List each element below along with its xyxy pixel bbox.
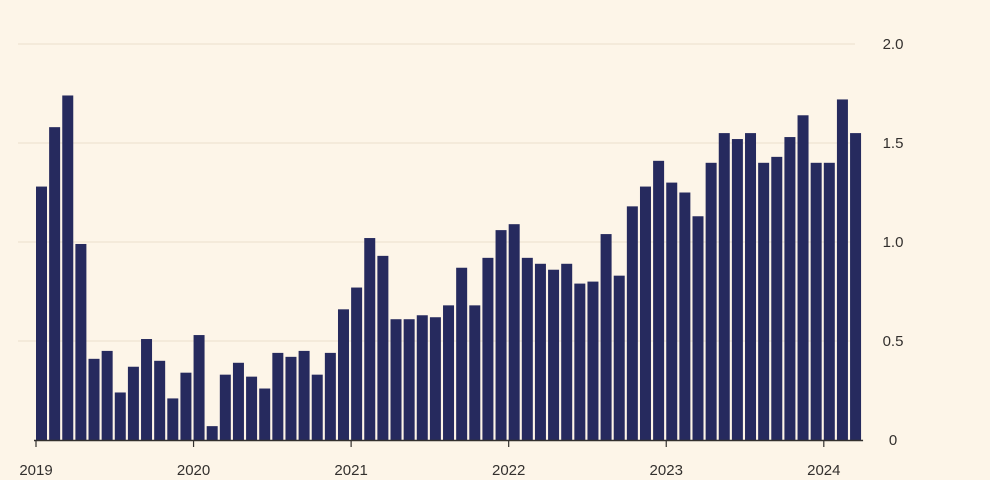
bar <box>521 257 533 440</box>
bar <box>587 281 599 440</box>
bar <box>259 388 271 440</box>
bar <box>692 216 704 440</box>
x-axis-ticks: 2019 2020 2021 2022 2023 2024 <box>19 440 840 479</box>
x-tick-label: 2022 <box>492 462 525 479</box>
bar <box>324 352 336 440</box>
bar <box>337 309 349 440</box>
bar <box>49 127 61 440</box>
bar <box>561 263 573 440</box>
bar <box>298 350 310 440</box>
bar <box>850 133 862 440</box>
bar <box>679 192 691 440</box>
bar <box>193 335 205 440</box>
bar <box>246 376 258 440</box>
bar <box>705 162 717 441</box>
bar <box>311 374 323 440</box>
bar <box>141 339 153 440</box>
bar <box>508 224 520 440</box>
bars <box>36 95 862 441</box>
bar <box>639 186 651 440</box>
bar <box>167 398 179 440</box>
bar <box>62 95 74 440</box>
bar <box>836 99 848 440</box>
bar <box>745 133 757 440</box>
bar <box>784 137 796 440</box>
x-tick-label: 2019 <box>19 462 52 479</box>
bar <box>101 350 113 440</box>
bar <box>443 305 455 440</box>
bar <box>364 238 376 440</box>
bar <box>88 358 100 440</box>
bar <box>495 230 507 440</box>
bar <box>613 275 625 440</box>
bar <box>285 356 297 440</box>
bar <box>574 283 586 440</box>
bar <box>272 352 284 440</box>
y-tick-label: 2.0 <box>883 36 904 53</box>
y-tick-label: 0.5 <box>883 333 904 350</box>
bar <box>377 255 389 440</box>
bar <box>206 426 218 440</box>
bar <box>653 160 665 440</box>
bar <box>797 115 809 440</box>
bar <box>416 315 428 440</box>
y-axis-ticks: 0 0.5 1.0 1.5 2.0 <box>883 36 904 449</box>
bar <box>626 206 638 440</box>
y-tick-label: 1.0 <box>883 234 904 251</box>
bar <box>403 319 415 440</box>
x-tick-label: 2024 <box>807 462 840 479</box>
bar <box>600 234 612 440</box>
bar <box>75 243 87 440</box>
bar <box>219 374 231 440</box>
x-tick-label: 2021 <box>334 462 367 479</box>
bar <box>429 317 441 440</box>
x-tick-label: 2020 <box>177 462 210 479</box>
bar <box>823 162 835 441</box>
bar <box>351 287 363 440</box>
bar <box>127 366 139 440</box>
y-tick-label: 1.5 <box>883 135 904 152</box>
bar <box>390 319 402 440</box>
bar <box>482 257 494 440</box>
y-tick-label: 0 <box>889 432 897 449</box>
bar <box>731 139 743 441</box>
x-tick-label: 2023 <box>650 462 683 479</box>
bar <box>456 267 468 440</box>
bar <box>758 162 770 441</box>
bar <box>718 133 730 440</box>
bar <box>810 162 822 441</box>
bar <box>154 360 166 440</box>
bar <box>666 182 678 440</box>
bar <box>36 186 47 440</box>
bar <box>180 372 192 440</box>
bar <box>469 305 481 440</box>
bar <box>114 392 126 440</box>
bar <box>548 269 560 440</box>
bar <box>771 156 783 441</box>
bar <box>232 362 244 440</box>
bar <box>534 263 546 440</box>
